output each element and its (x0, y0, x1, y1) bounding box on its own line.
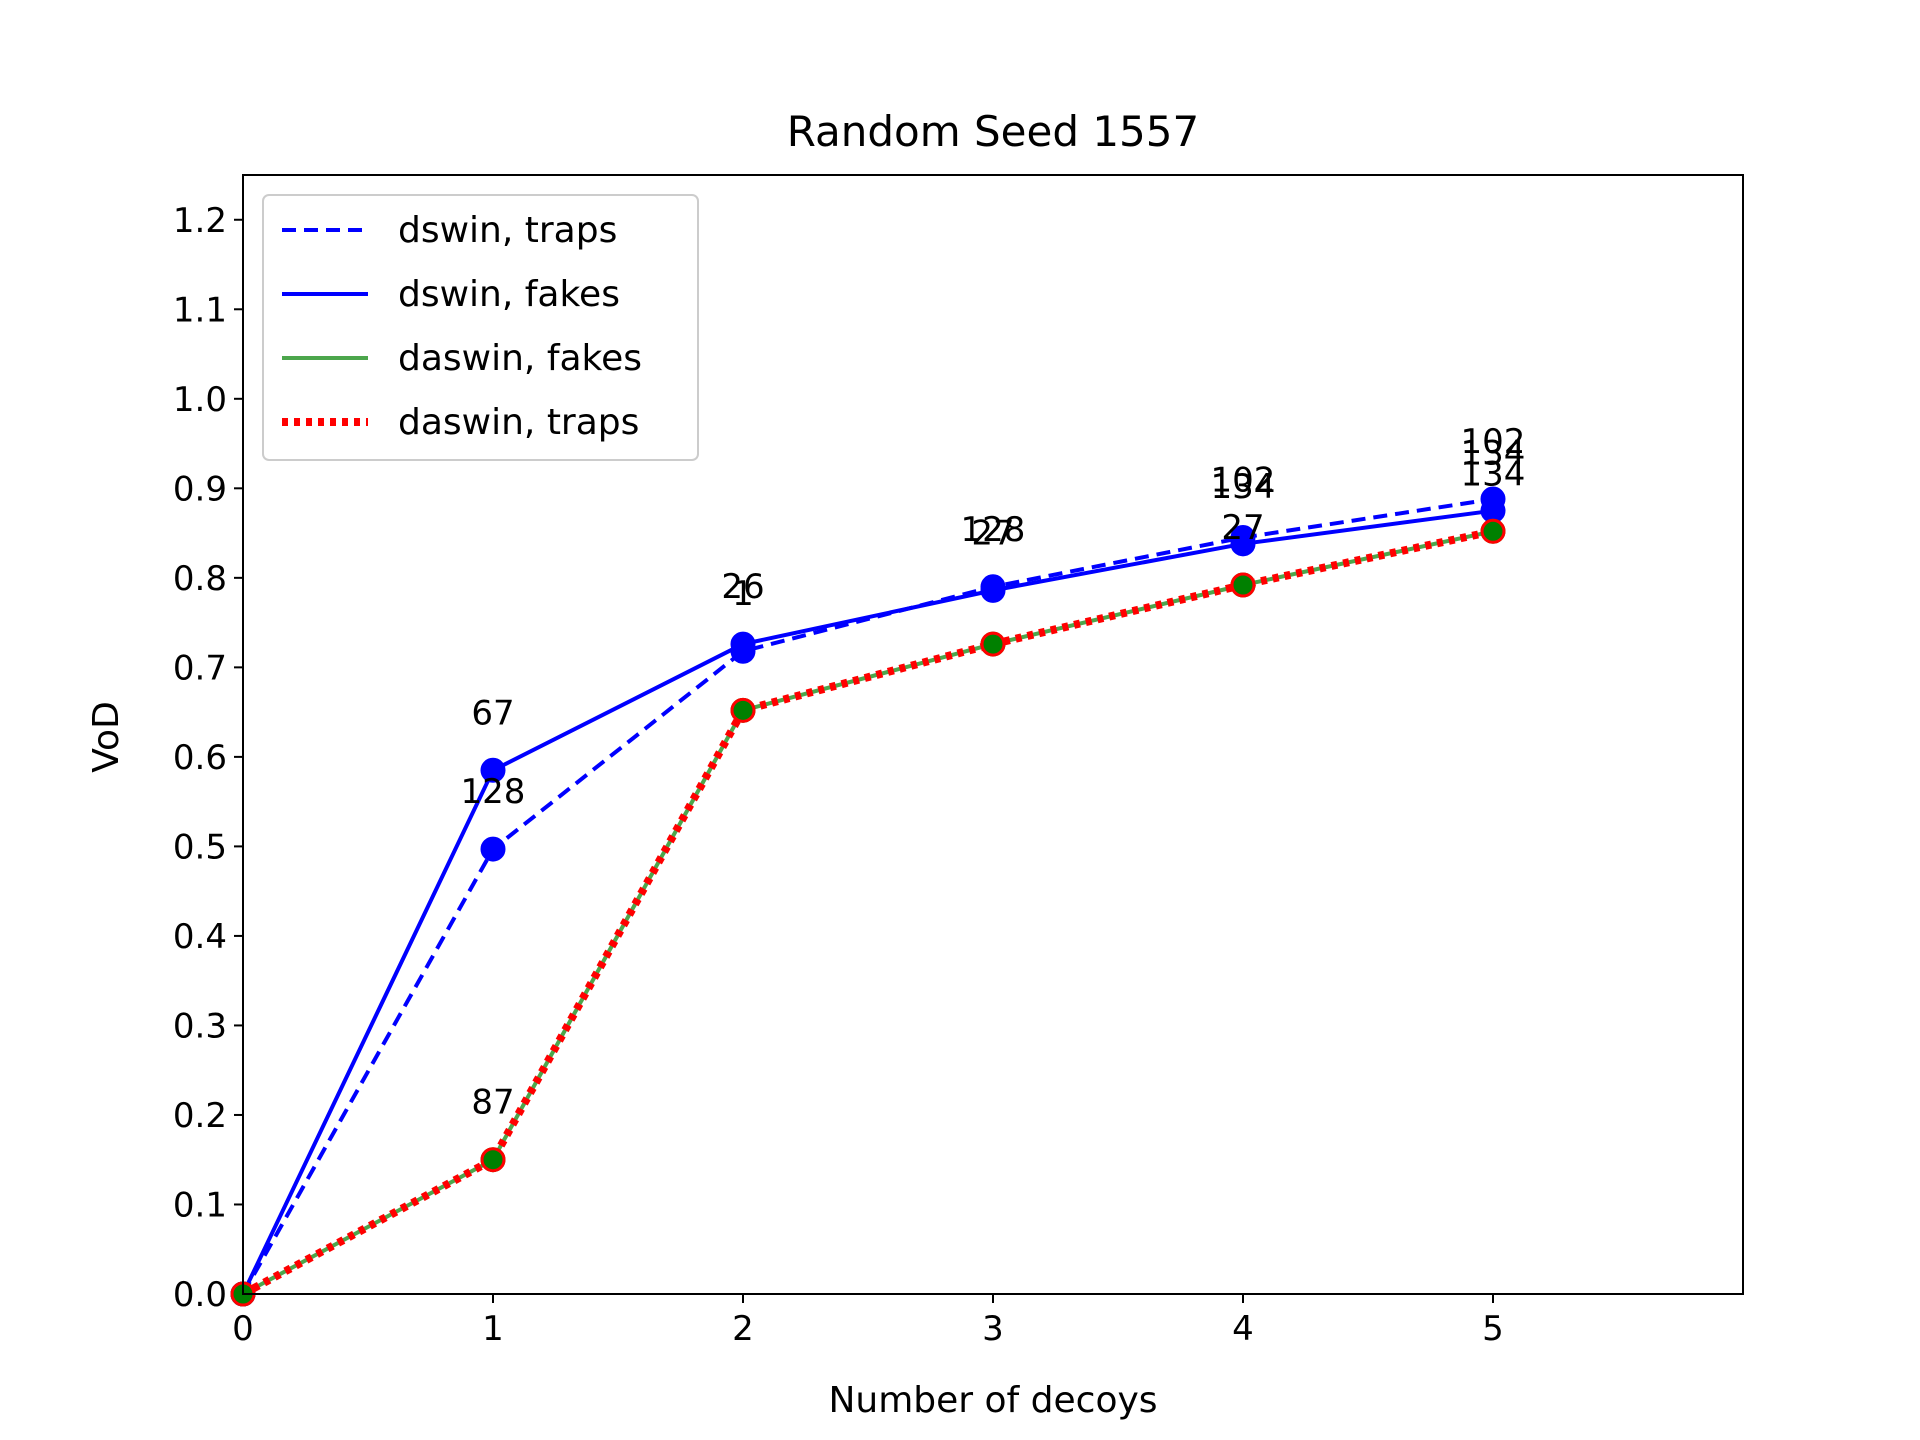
legend-label: daswin, fakes (398, 338, 642, 379)
data-point (980, 577, 1006, 603)
data-point (1230, 531, 1256, 557)
y-tick-label: 0.8 (173, 559, 227, 599)
y-tick-label: 1.0 (173, 380, 227, 420)
point-label: 134 (1461, 454, 1526, 494)
y-tick-label: 0.7 (173, 648, 227, 688)
plot-series (230, 486, 1506, 1307)
legend-items: dswin, traps dswin, fakes daswin, fakes das… (282, 210, 642, 443)
point-label: 27 (971, 513, 1014, 553)
x-tick-label: 5 (1482, 1309, 1504, 1349)
data-point (480, 1147, 506, 1173)
legend-box (262, 194, 699, 461)
point-label: 128 (461, 772, 526, 812)
axis-ticks: 0 1 2 3 4 5 0.0 0.1 0.2 0.3 0.4 0.5 0.6 0.7 0.8 0.9 1.0 1… (173, 201, 1504, 1349)
y-tick-label: 0.1 (173, 1185, 227, 1225)
legend-label: dswin, traps (398, 210, 617, 251)
y-tick-label: 0.3 (173, 1006, 227, 1046)
x-tick-label: 2 (732, 1309, 754, 1349)
series-line (241, 527, 1494, 1298)
data-point (480, 757, 506, 783)
y-tick-label: 0.5 (173, 827, 227, 867)
x-tick-label: 1 (482, 1309, 504, 1349)
data-point (1480, 498, 1506, 524)
point-label: 128 (961, 510, 1026, 550)
point-label: 134 (1211, 467, 1276, 507)
series-daswin-traps (230, 518, 1506, 1307)
legend: dswin, traps dswin, fakes daswin, fakes das… (262, 194, 699, 461)
legend-item-daswin-traps: daswin, traps (282, 402, 639, 443)
y-tick-label: 0.6 (173, 738, 227, 778)
point-label: 102 (1461, 422, 1526, 462)
y-tick-label: 0.2 (173, 1096, 227, 1136)
x-tick-label: 4 (1232, 1309, 1254, 1349)
y-tick-label: 0.9 (173, 469, 227, 509)
x-axis-label: Number of decoys (828, 1380, 1157, 1421)
y-axis-label: VoD (86, 701, 127, 773)
point-label: 27 (1221, 508, 1264, 548)
data-point (1480, 518, 1506, 544)
legend-label: daswin, traps (398, 402, 639, 443)
y-tick-label: 0.4 (173, 917, 227, 957)
y-tick-label: 0.0 (173, 1275, 227, 1315)
point-label: 102 (1211, 461, 1276, 501)
x-tick-label: 3 (982, 1309, 1004, 1349)
x-tick-label: 0 (232, 1309, 254, 1349)
point-label: 1 (732, 574, 754, 614)
data-point (730, 697, 756, 723)
chart-title: Random Seed 1557 (787, 107, 1199, 156)
y-tick-label: 1.2 (173, 201, 227, 241)
data-point (480, 836, 506, 862)
point-label: 134 (1461, 434, 1526, 474)
legend-label: dswin, fakes (398, 274, 620, 315)
data-point (730, 631, 756, 657)
point-label: 87 (471, 1083, 514, 1123)
plot-frame (242, 174, 1744, 1295)
legend-item-dswin-fakes: dswin, fakes (282, 274, 620, 315)
legend-item-daswin-fakes: daswin, fakes (282, 338, 642, 379)
series-line (241, 508, 1494, 1295)
data-point (980, 631, 1006, 657)
legend-item-dswin-traps: dswin, traps (282, 210, 617, 251)
y-tick-label: 1.1 (173, 290, 227, 330)
point-label: 67 (471, 693, 514, 733)
data-point (1230, 572, 1256, 598)
point-label: 26 (721, 567, 764, 607)
